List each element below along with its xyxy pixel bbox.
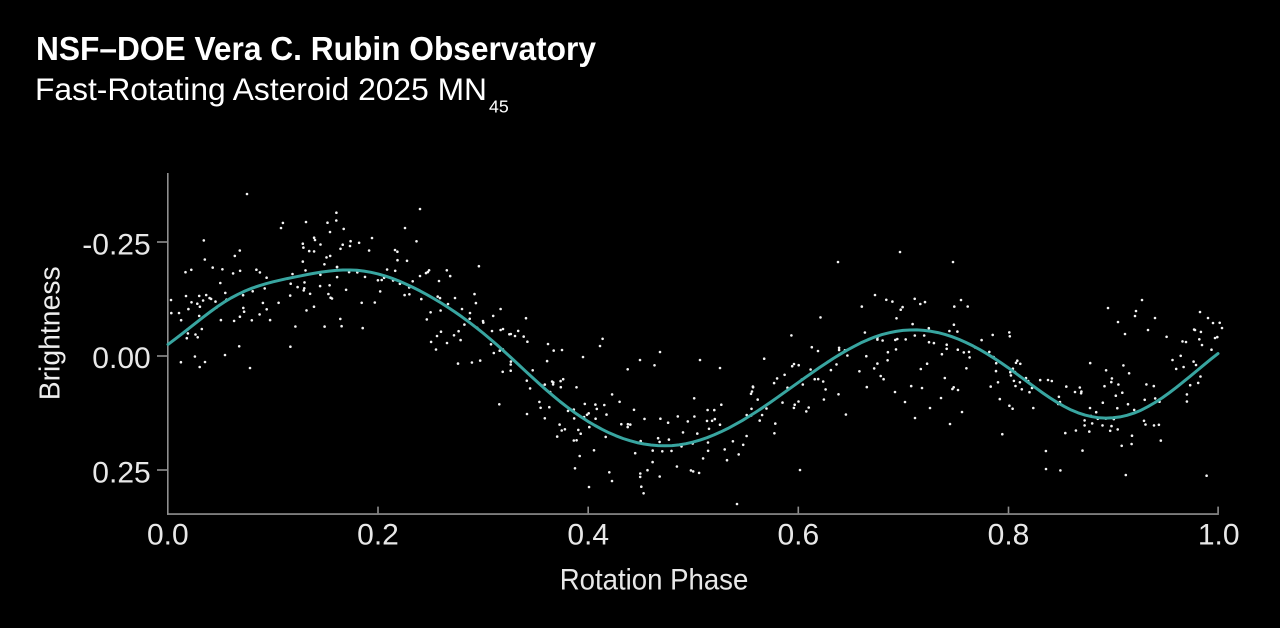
svg-text:Fast-Rotating Asteroid 2025 MN: Fast-Rotating Asteroid 2025 MN <box>35 72 487 107</box>
svg-text:1.0: 1.0 <box>1198 519 1240 552</box>
svg-text:45: 45 <box>489 97 509 117</box>
svg-text:0.00: 0.00 <box>92 342 150 375</box>
svg-text:NSF–DOE Vera C. Rubin Observat: NSF–DOE Vera C. Rubin Observatory <box>36 30 597 67</box>
svg-text:-0.25: -0.25 <box>82 229 150 262</box>
svg-text:0.6: 0.6 <box>777 519 819 552</box>
svg-text:0.4: 0.4 <box>567 519 609 552</box>
svg-text:0.0: 0.0 <box>147 519 189 552</box>
svg-text:0.2: 0.2 <box>357 519 399 552</box>
svg-text:Brightness: Brightness <box>34 266 66 400</box>
svg-text:0.8: 0.8 <box>988 519 1030 552</box>
svg-text:0.25: 0.25 <box>92 457 150 490</box>
svg-text:Rotation Phase: Rotation Phase <box>560 564 749 597</box>
